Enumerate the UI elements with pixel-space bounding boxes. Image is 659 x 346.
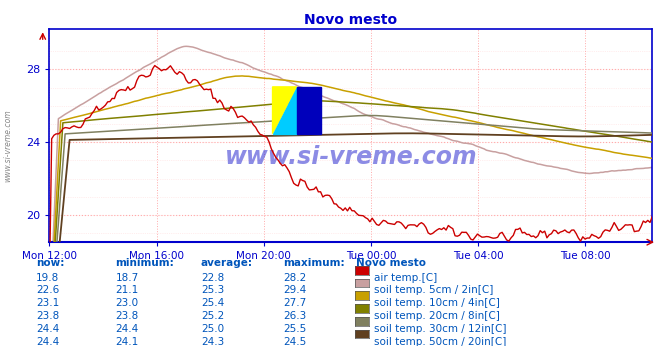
Text: 24.4: 24.4 (36, 337, 59, 346)
Title: Novo mesto: Novo mesto (304, 13, 397, 27)
Text: 24.4: 24.4 (115, 324, 138, 334)
Text: Novo mesto: Novo mesto (356, 258, 426, 268)
Text: 24.1: 24.1 (115, 337, 138, 346)
Text: 28.2: 28.2 (283, 273, 306, 283)
Text: soil temp. 10cm / 4in[C]: soil temp. 10cm / 4in[C] (374, 298, 500, 308)
Text: 22.8: 22.8 (201, 273, 224, 283)
Text: 25.0: 25.0 (201, 324, 224, 334)
Text: 23.8: 23.8 (36, 311, 59, 321)
Text: average:: average: (201, 258, 253, 268)
Polygon shape (273, 87, 297, 134)
Text: 24.4: 24.4 (36, 324, 59, 334)
Text: soil temp. 20cm / 8in[C]: soil temp. 20cm / 8in[C] (374, 311, 500, 321)
Text: 29.4: 29.4 (283, 285, 306, 295)
Text: 25.3: 25.3 (201, 285, 224, 295)
Text: maximum:: maximum: (283, 258, 345, 268)
Text: 23.0: 23.0 (115, 298, 138, 308)
Text: 21.1: 21.1 (115, 285, 138, 295)
Text: 25.5: 25.5 (283, 324, 306, 334)
Text: 27.7: 27.7 (283, 298, 306, 308)
Text: 23.1: 23.1 (36, 298, 59, 308)
Text: 23.8: 23.8 (115, 311, 138, 321)
Text: www.si-vreme.com: www.si-vreme.com (3, 109, 13, 182)
Text: www.si-vreme.com: www.si-vreme.com (225, 145, 477, 169)
Text: 24.5: 24.5 (283, 337, 306, 346)
Text: 25.4: 25.4 (201, 298, 224, 308)
Polygon shape (273, 87, 297, 134)
Text: minimum:: minimum: (115, 258, 174, 268)
Text: 25.2: 25.2 (201, 311, 224, 321)
Text: 18.7: 18.7 (115, 273, 138, 283)
Text: 22.6: 22.6 (36, 285, 59, 295)
Text: now:: now: (36, 258, 65, 268)
Text: 19.8: 19.8 (36, 273, 59, 283)
Text: soil temp. 30cm / 12in[C]: soil temp. 30cm / 12in[C] (374, 324, 506, 334)
Text: 24.3: 24.3 (201, 337, 224, 346)
Text: soil temp. 5cm / 2in[C]: soil temp. 5cm / 2in[C] (374, 285, 493, 295)
Bar (297, 87, 321, 134)
Text: air temp.[C]: air temp.[C] (374, 273, 437, 283)
Text: 26.3: 26.3 (283, 311, 306, 321)
Text: soil temp. 50cm / 20in[C]: soil temp. 50cm / 20in[C] (374, 337, 506, 346)
